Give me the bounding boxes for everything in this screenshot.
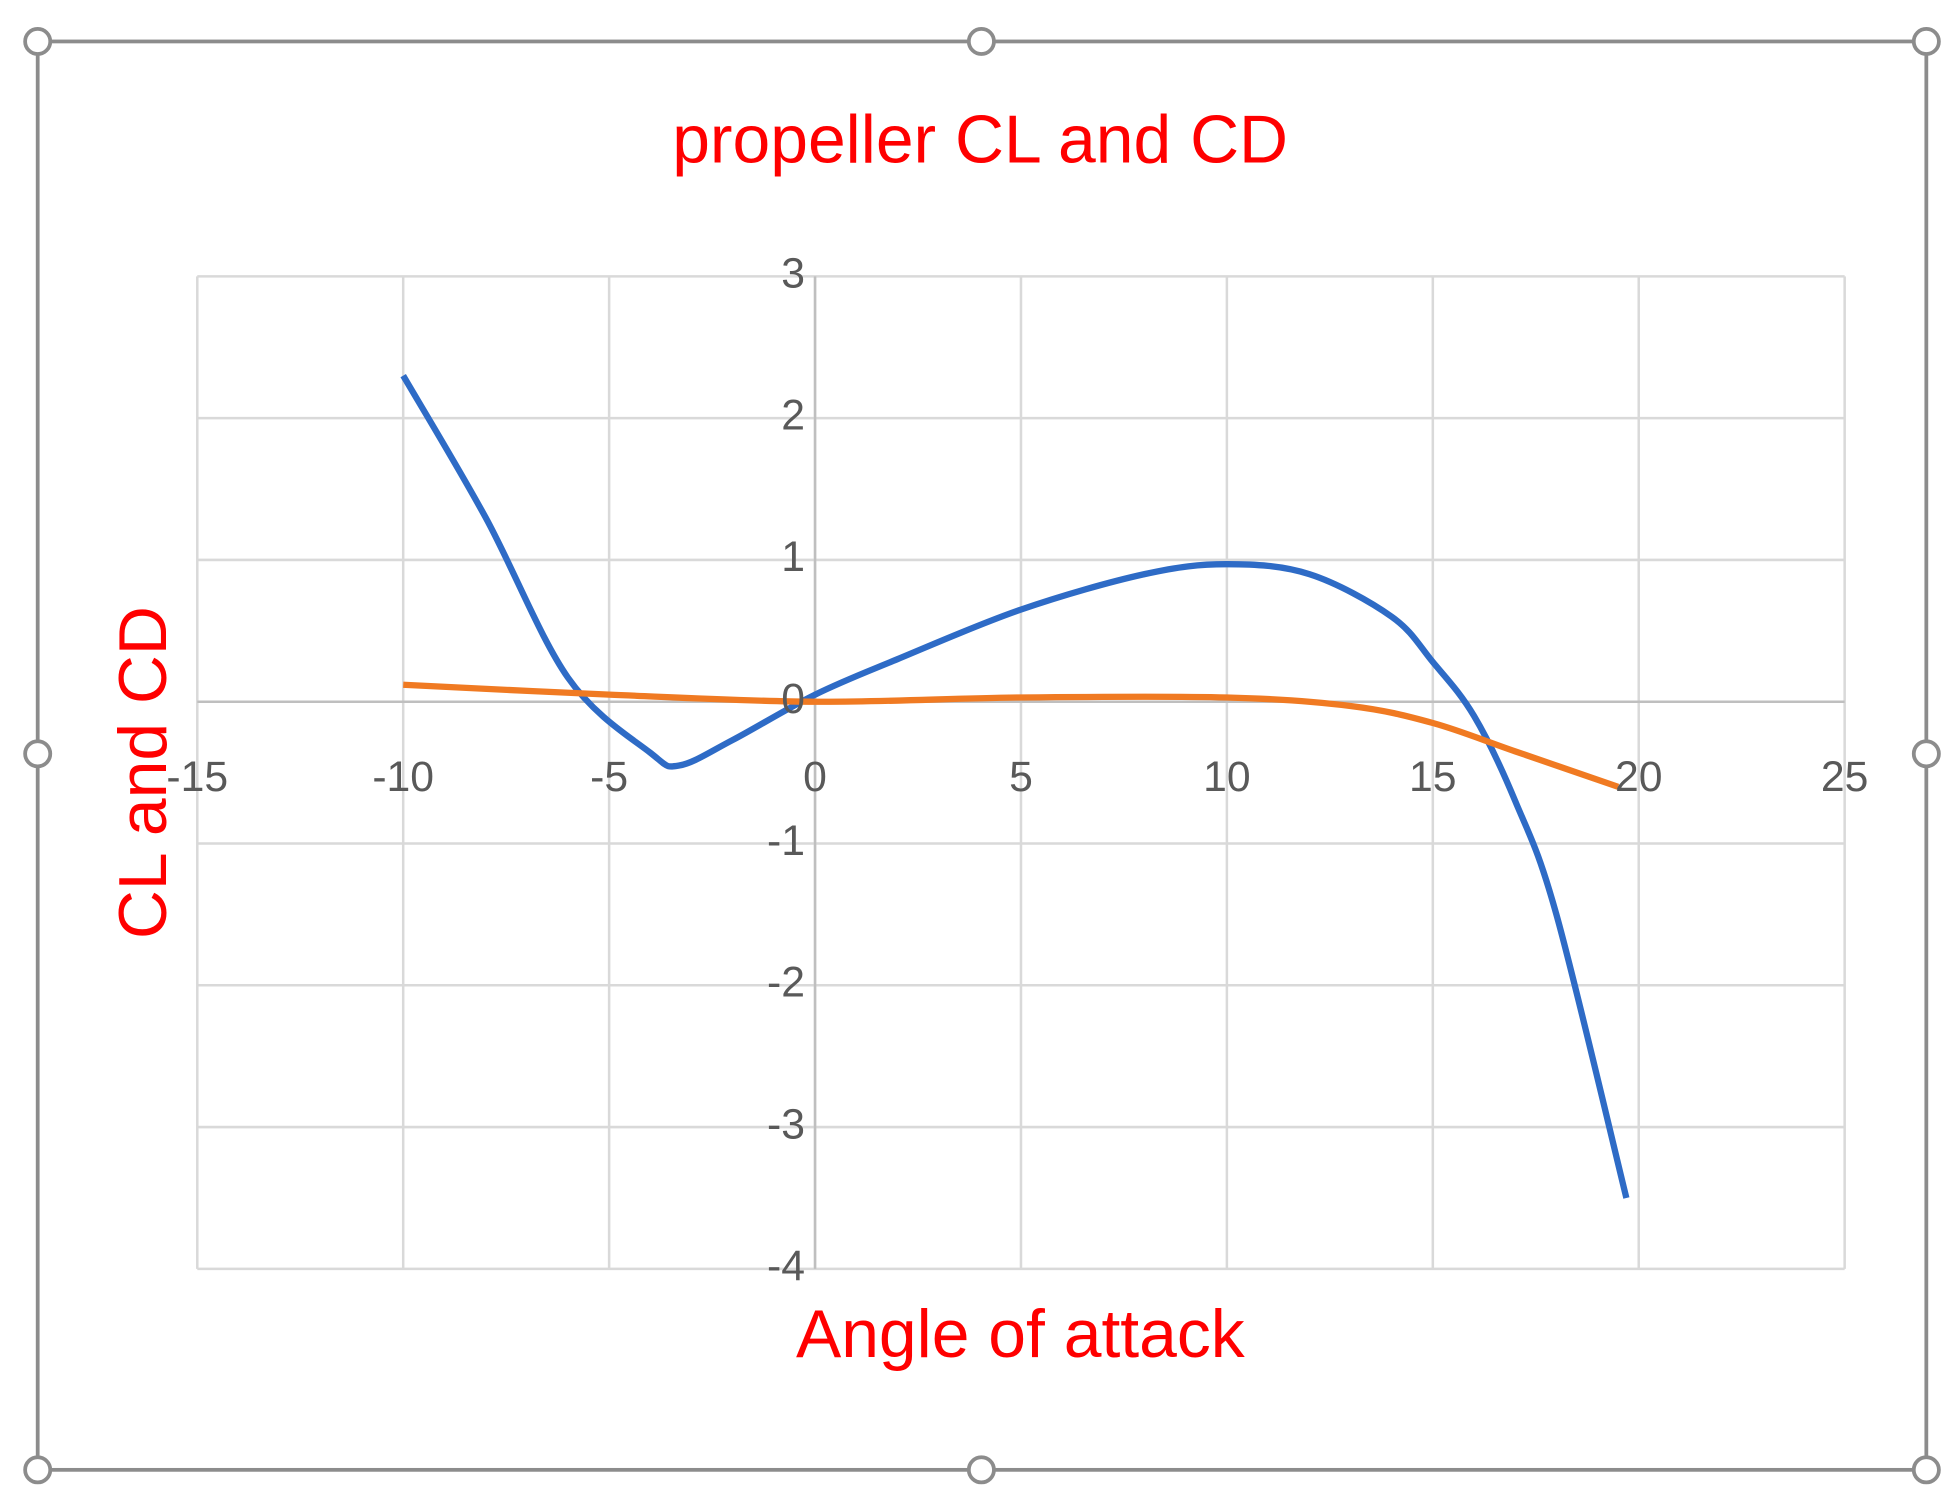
x-tick-label: 10: [1203, 753, 1251, 801]
y-tick-label: -3: [767, 1100, 805, 1148]
x-tick-label: 5: [1009, 753, 1033, 801]
y-tick-label: 1: [781, 533, 805, 581]
y-tick-label: -2: [767, 959, 805, 1007]
x-tick-label: -10: [372, 753, 434, 801]
x-tick-label: 0: [803, 753, 827, 801]
chart-title: propeller CL and CD: [672, 102, 1288, 177]
series-line: [400, 374, 1630, 1199]
resize-handles: [23, 27, 1941, 1485]
y-tick-label: 3: [781, 250, 805, 298]
y-tick-label: -1: [767, 817, 805, 865]
x-axis-label: Angle of attack: [796, 1297, 1246, 1372]
series-line: [403, 681, 1620, 790]
x-tick-label: -15: [166, 753, 228, 801]
x-tick-label: 20: [1615, 753, 1663, 801]
x-tick-label: 15: [1409, 753, 1457, 801]
y-axis-label: CL and CD: [106, 606, 181, 939]
y-tick-label: 2: [781, 391, 805, 439]
y-tick-label: -4: [767, 1242, 805, 1290]
x-tick-label: 25: [1821, 753, 1869, 801]
x-tick-label: -5: [590, 753, 628, 801]
y-tick-label: 0: [781, 675, 805, 723]
